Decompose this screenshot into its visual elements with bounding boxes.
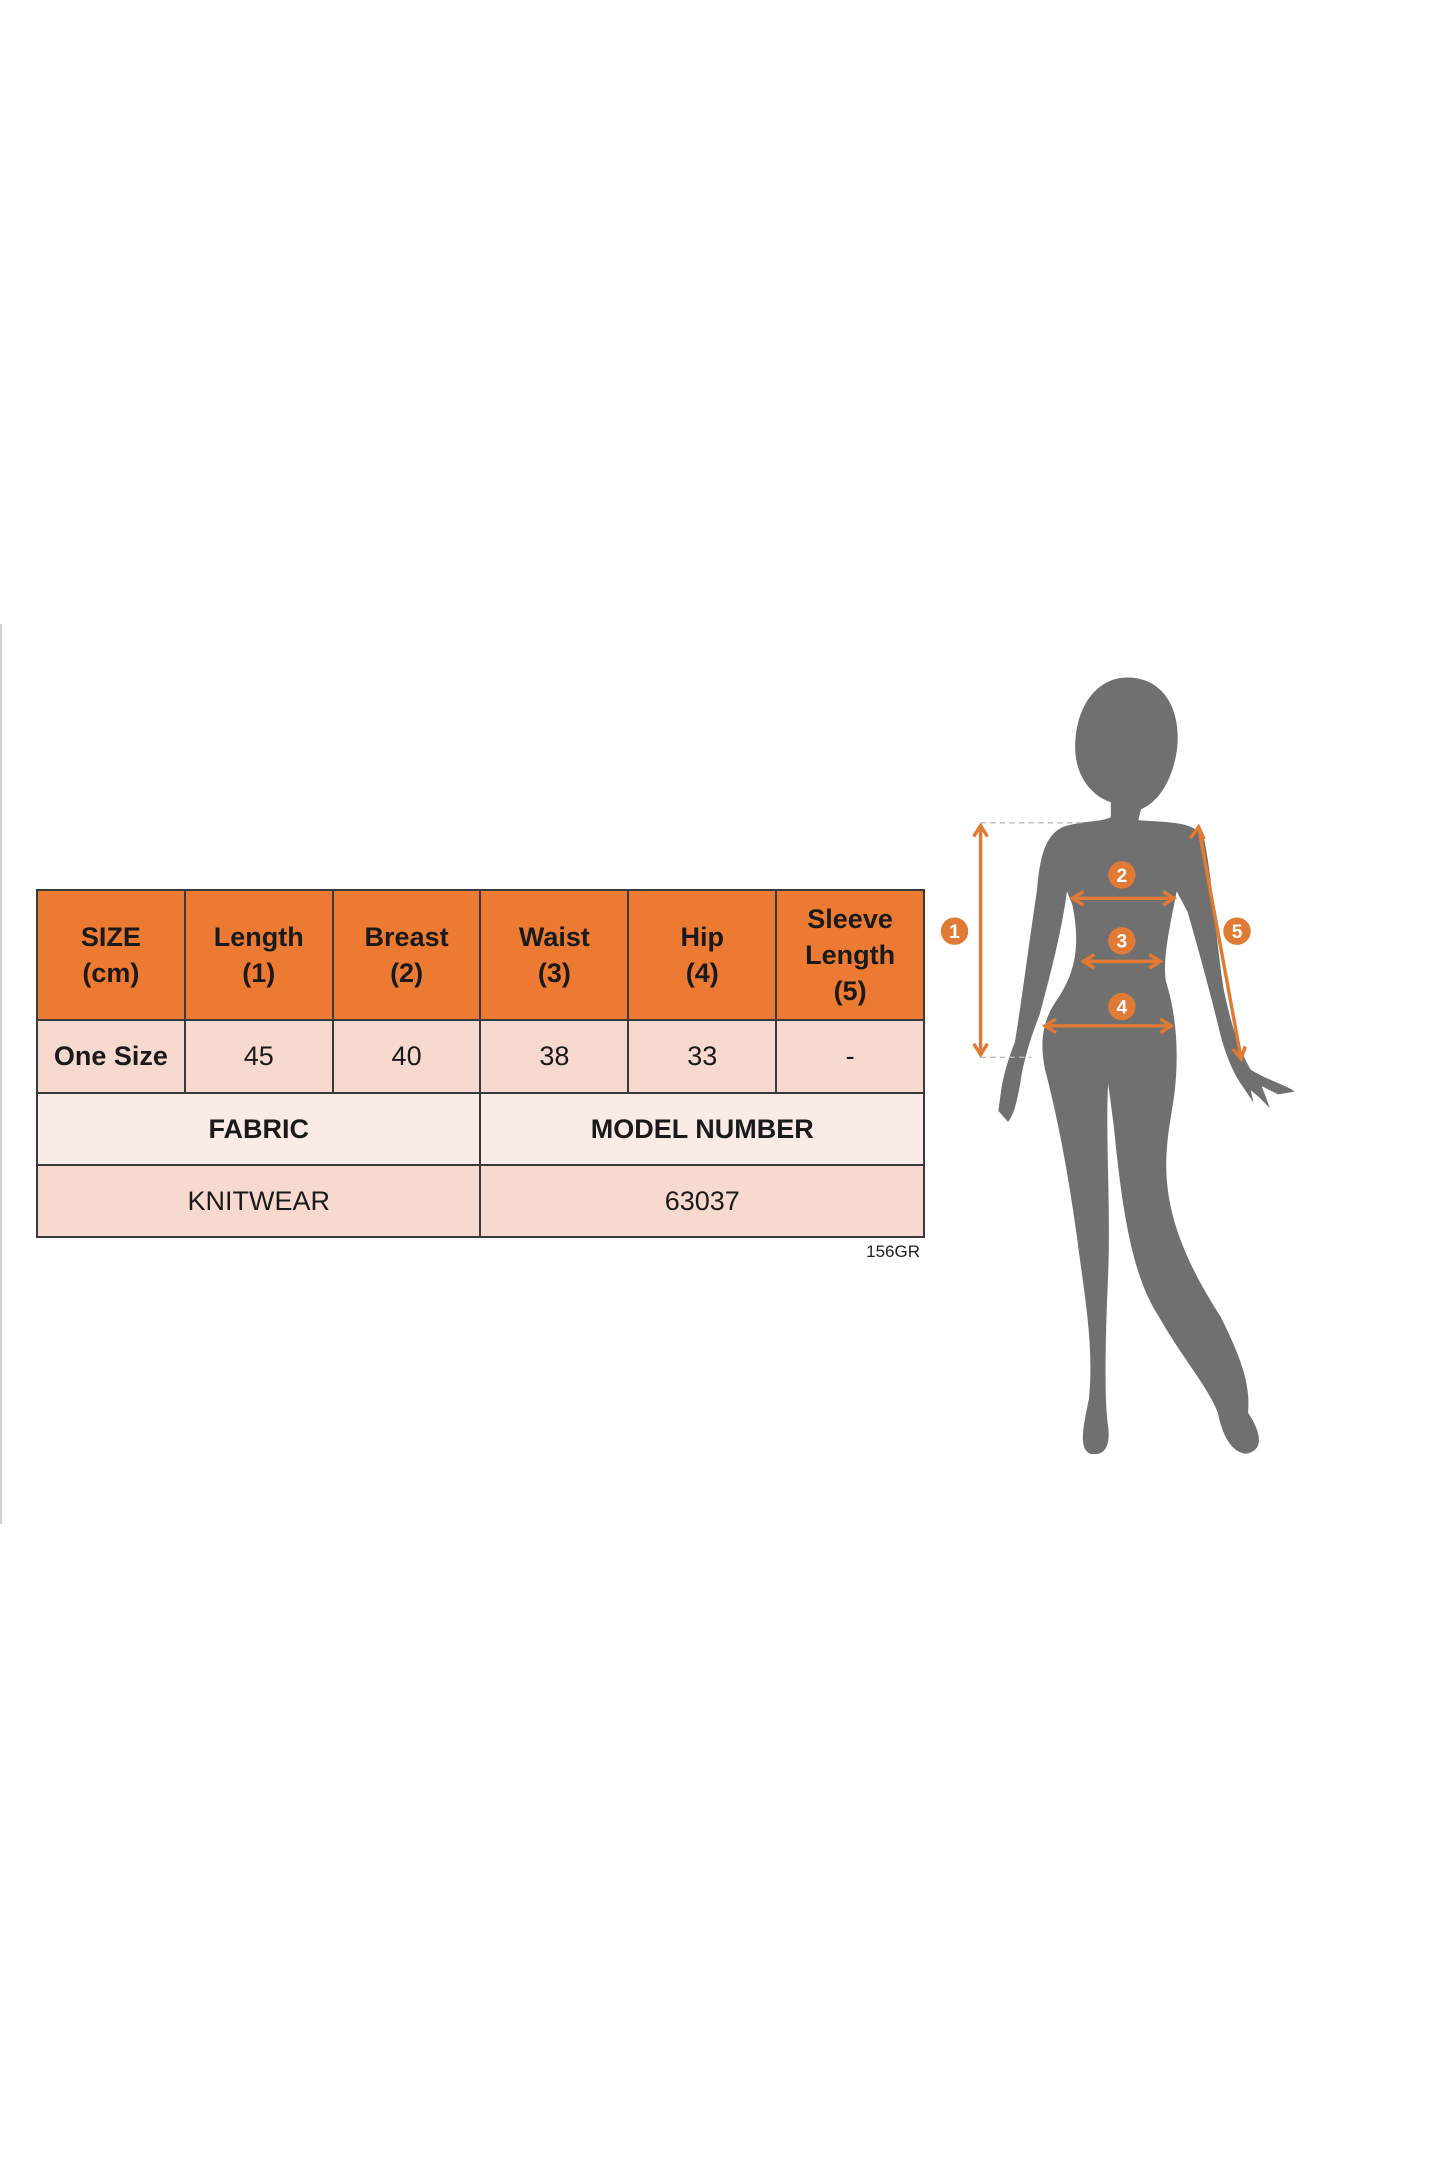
model-number-label: MODEL NUMBER: [479, 1092, 925, 1166]
info-label-row: FABRIC MODEL NUMBER: [35, 1092, 925, 1166]
marker-4: 4: [1116, 997, 1127, 1018]
cell-waist: 38: [479, 1019, 630, 1094]
model-number-value: 63037: [479, 1164, 925, 1238]
cell-breast: 40: [331, 1019, 482, 1094]
header-sleeve-length: Sleeve Length (5): [775, 889, 925, 1021]
fabric-label: FABRIC: [35, 1092, 482, 1166]
header-size: SIZE (cm): [36, 889, 186, 1021]
header-waist: Waist (3): [479, 889, 630, 1021]
info-value-row: KNITWEAR 63037: [35, 1164, 925, 1238]
cell-length: 45: [183, 1019, 334, 1094]
cell-size: One Size: [36, 1019, 186, 1094]
cell-hip: 33: [627, 1019, 778, 1094]
sleeve-arrow: [1196, 826, 1243, 1060]
measurement-markers: 1 2 3 4 5: [940, 861, 1251, 1021]
marker-5: 5: [1232, 922, 1243, 943]
marker-2: 2: [1116, 866, 1127, 887]
table-row: One Size 45 40 38 33 -: [36, 1019, 925, 1094]
header-length: Length (1): [183, 889, 334, 1021]
header-breast: Breast (2): [331, 889, 482, 1021]
header-row: SIZE (cm) Length (1) Breast (2) Waist (3…: [36, 889, 925, 1021]
marker-1: 1: [949, 922, 960, 943]
marker-3: 3: [1116, 932, 1127, 953]
cell-sleeve-length: -: [775, 1019, 925, 1094]
header-hip: Hip (4): [627, 889, 778, 1021]
product-code: 156GR: [866, 1242, 920, 1261]
fabric-value: KNITWEAR: [35, 1164, 482, 1238]
measurement-guides: [972, 822, 1247, 1063]
size-chart-table: SIZE (cm) Length (1) Breast (2) Waist (3…: [35, 889, 925, 1238]
silhouette: [998, 677, 1295, 1455]
frame-line: [0, 624, 2, 1524]
